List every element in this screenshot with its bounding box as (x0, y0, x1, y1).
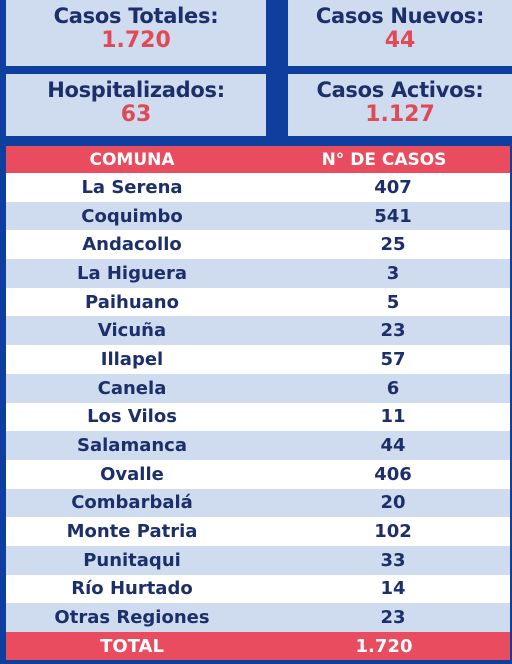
case-count: 44 (380, 435, 406, 457)
case-count: 6 (386, 377, 400, 399)
table-row: Ovalle 406 (6, 459, 510, 489)
case-count: 407 (374, 176, 412, 198)
case-count: 541 (374, 205, 412, 227)
comuna-name: Andacollo (82, 234, 182, 256)
hospitalizados-value: 63 (120, 102, 152, 127)
casos-activos-value: 1.127 (365, 102, 435, 127)
total-label: TOTAL (100, 635, 164, 657)
casos-nuevos-value: 44 (384, 28, 416, 53)
table-row: Canela 6 (6, 373, 510, 403)
case-count: 406 (374, 463, 412, 485)
comuna-name: Salamanca (77, 435, 187, 457)
casos-totales-value: 1.720 (101, 28, 171, 53)
total-value: 1.720 (355, 635, 413, 657)
comuna-name: Otras Regiones (54, 607, 210, 629)
comuna-name: Combarbalá (71, 492, 193, 514)
case-count: 11 (380, 406, 406, 428)
header-comuna: COMUNA (89, 149, 175, 170)
case-count: 102 (374, 521, 412, 543)
comuna-name: Ovalle (100, 463, 164, 485)
table-body: La Serena 407 Coquimbo 541 Andacollo 25 La … (6, 173, 510, 632)
table-row: Punitaqui 33 (6, 545, 510, 575)
table-row: Combarbalá 20 (6, 488, 510, 518)
comuna-name: Illapel (100, 348, 164, 370)
header-casos: N° DE CASOS (321, 149, 447, 170)
table-row: Illapel 57 (6, 345, 510, 374)
table-header: COMUNA N° DE CASOS (6, 146, 510, 173)
casos-activos-label: Casos Activos: (316, 78, 484, 102)
hospitalizados-label: Hospitalizados: (47, 78, 225, 102)
case-count: 14 (380, 578, 406, 600)
case-count: 23 (380, 320, 406, 342)
table-total-row: TOTAL 1.720 (6, 632, 510, 660)
case-count: 33 (380, 549, 406, 571)
table-row: Coquimbo 541 (6, 201, 510, 231)
case-count: 5 (386, 291, 400, 313)
table-row: Otras Regiones 23 (6, 603, 510, 632)
comuna-name: Monte Patria (66, 521, 198, 543)
cases-table: COMUNA N° DE CASOS La Serena 407 Coquimbo… (6, 146, 510, 662)
table-row: Salamanca 44 (6, 431, 510, 460)
comuna-name: Paihuano (85, 291, 179, 313)
comuna-name: La Serena (81, 176, 183, 198)
table-row: Los Vilos 11 (6, 402, 510, 432)
hospitalizados-card: Hospitalizados: 63 (6, 74, 266, 136)
casos-activos-card: Casos Activos: 1.127 (288, 74, 512, 136)
case-count: 20 (380, 492, 406, 514)
comuna-name: La Higuera (76, 262, 188, 284)
casos-totales-label: Casos Totales: (53, 4, 219, 28)
casos-nuevos-card: Casos Nuevos: 44 (288, 0, 512, 66)
table-row: La Serena 407 (6, 173, 510, 202)
comuna-name: Río Hurtado (71, 578, 193, 600)
comuna-name: Canela (97, 377, 167, 399)
comuna-name: Los Vilos (87, 406, 177, 428)
case-count: 23 (380, 607, 406, 629)
table-row: Andacollo 25 (6, 230, 510, 260)
table-row: La Higuera 3 (6, 259, 510, 288)
table-row: Monte Patria 102 (6, 517, 510, 546)
casos-totales-card: Casos Totales: 1.720 (6, 0, 266, 66)
case-count: 57 (380, 348, 406, 370)
table-row: Paihuano 5 (6, 287, 510, 317)
casos-nuevos-label: Casos Nuevos: (315, 4, 485, 28)
case-count: 3 (386, 262, 400, 284)
case-count: 25 (380, 234, 406, 256)
table-row: Río Hurtado 14 (6, 574, 510, 604)
comuna-name: Punitaqui (83, 549, 181, 571)
comuna-name: Vicuña (97, 320, 167, 342)
table-row: Vicuña 23 (6, 316, 510, 346)
comuna-name: Coquimbo (81, 205, 183, 227)
